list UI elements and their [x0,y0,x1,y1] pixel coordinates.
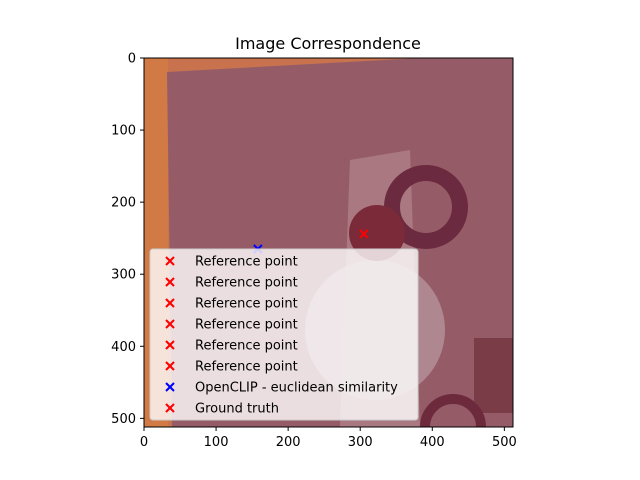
legend-label: Reference point [195,339,298,354]
image-dark-disc [349,205,405,261]
legend-label: Reference point [195,297,298,312]
x-tick-label: 200 [276,435,301,450]
legend-label: OpenCLIP - euclidean similarity [195,381,398,396]
plot-frame [143,57,514,428]
image-dark-ring [384,165,468,249]
chart-title: Image Correspondence [235,34,421,53]
x-tick-label: 400 [420,435,445,450]
legend-label: Reference point [195,318,298,333]
image-lower-right-block [474,338,513,413]
x-tick-label: 500 [492,435,517,450]
ground-truth-point [359,229,369,239]
legend-marker [165,298,175,308]
y-tick-label: 400 [111,340,136,355]
x-axis: 0 100 200 300 400 500 [140,427,517,450]
y-tick-label: 100 [111,124,136,139]
y-tick-label: 300 [111,268,136,283]
legend-label: Reference point [195,360,298,375]
legend-marker [165,382,175,392]
x-tick-label: 300 [348,435,373,450]
x-tick-label: 100 [204,435,229,450]
legend-marker [165,340,175,350]
legend-marker [165,403,175,413]
image-bottom-arc [420,394,486,428]
legend-box [149,248,419,421]
legend-label: Reference point [195,276,298,291]
legend-marker [165,319,175,329]
y-tick-label: 200 [111,196,136,211]
y-tick-label: 0 [128,52,136,67]
legend-marker [165,277,175,287]
y-tick-label: 500 [111,412,136,427]
legend-marker [165,256,175,266]
legend-label: Reference point [195,255,298,270]
y-axis: 0 100 200 300 400 500 [111,52,144,427]
legend-marker [165,361,175,371]
legend: Reference point Reference point Reference … [149,248,419,421]
x-tick-label: 0 [140,435,148,450]
legend-label: Ground truth [195,402,279,417]
